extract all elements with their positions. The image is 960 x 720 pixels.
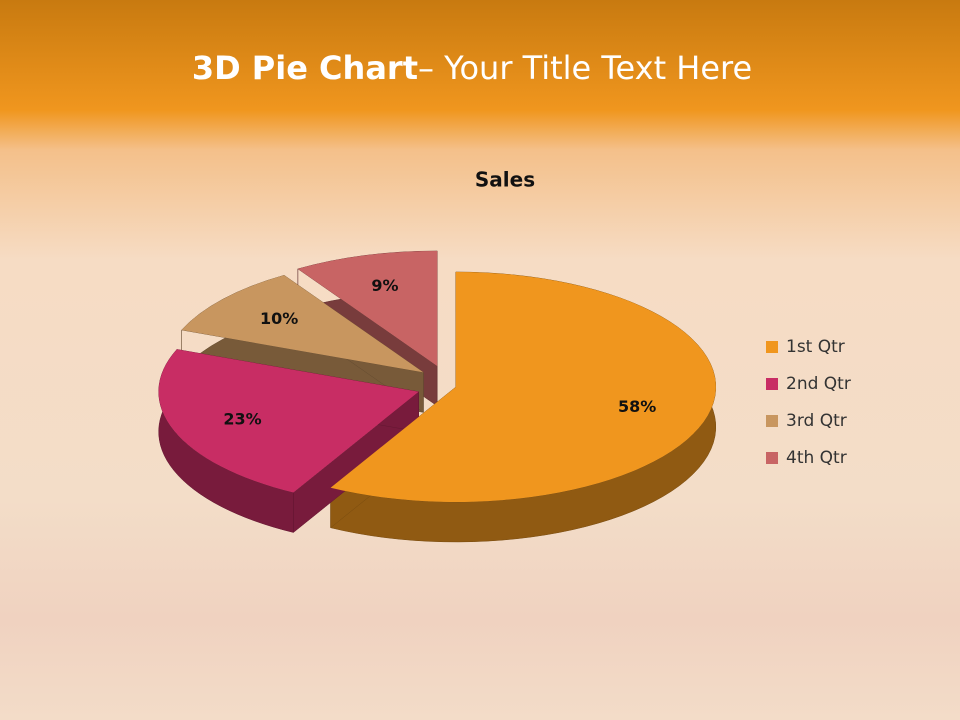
chart-title: Sales [475,168,535,192]
legend-swatch [766,452,778,464]
data-label: 58% [618,397,656,416]
slice [297,250,438,366]
legend-label: 3rd Qtr [786,411,847,431]
legend-label: 1st Qtr [786,337,845,357]
slice-tops: 58% 23% 10% 9% [158,250,716,502]
legend-label: 4th Qtr [786,448,847,468]
legend: 1st Qtr 2nd Qtr 3rd Qtr 4th Qtr [766,337,851,468]
legend-swatch [766,415,778,427]
slice [158,349,419,493]
data-label: 10% [260,309,298,328]
title-bold: 3D Pie Chart [192,49,418,87]
data-label: 9% [371,276,398,295]
title-rest: – Your Title Text Here [418,49,752,87]
legend-label: 2nd Qtr [786,374,851,394]
data-label: 23% [223,409,261,428]
legend-swatch [766,378,778,390]
slice [330,271,716,502]
slide-title: 3D Pie Chart– Your Title Text Here [192,49,752,87]
legend-swatch [766,341,778,353]
slice [181,275,424,373]
